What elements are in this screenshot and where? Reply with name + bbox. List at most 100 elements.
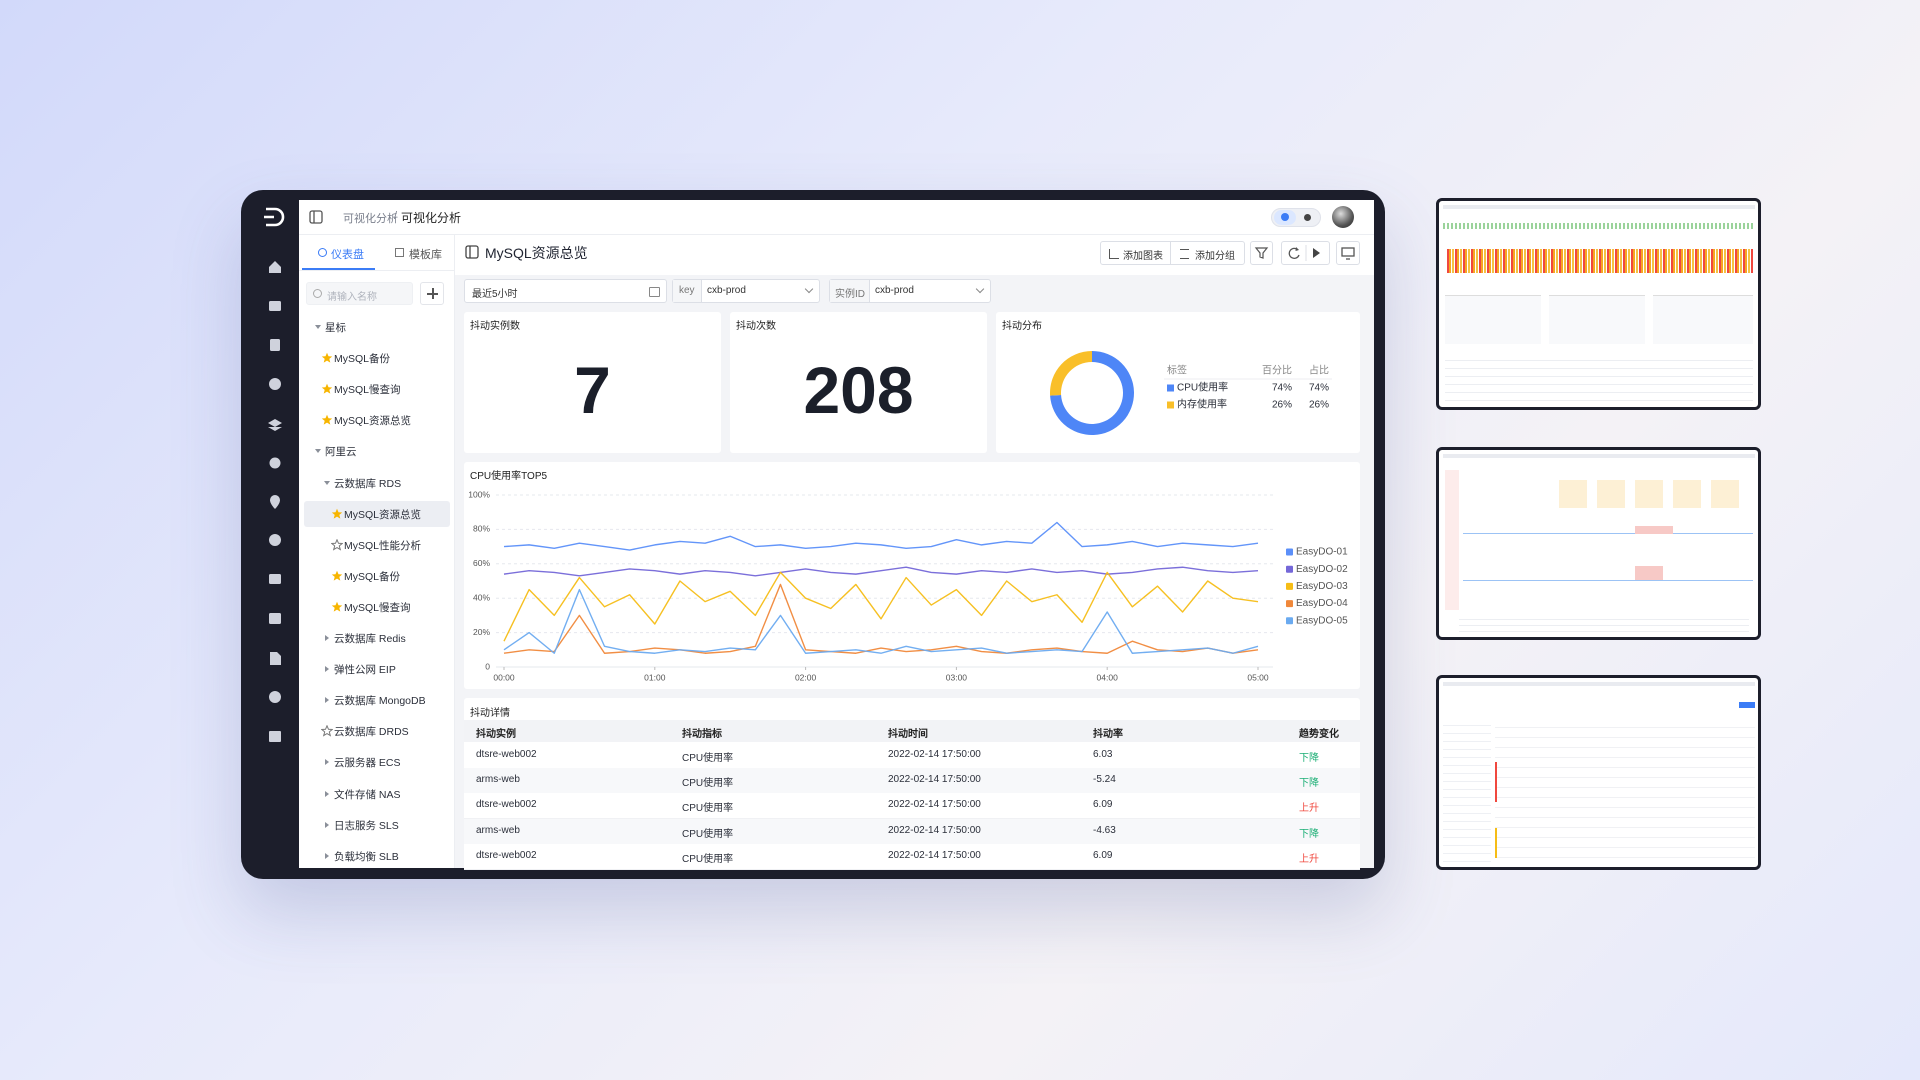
table-cell: -4.63 — [1093, 824, 1116, 836]
tree-item[interactable]: 负载均衡 SLB — [304, 843, 450, 869]
tree-item[interactable]: 云数据库 RDS — [304, 470, 450, 496]
nav-case[interactable] — [269, 574, 281, 584]
nav-db[interactable] — [269, 731, 281, 742]
nav-monitor[interactable] — [269, 457, 281, 469]
tree-item[interactable]: 云数据库 Redis — [304, 625, 450, 651]
theme-toggle[interactable] — [1271, 208, 1321, 227]
dashboard-title: MySQL资源总览 — [485, 245, 588, 261]
nav-chart[interactable] — [269, 301, 281, 311]
moon-icon[interactable] — [1304, 214, 1311, 221]
tree-item[interactable]: MySQL备份 — [304, 345, 450, 371]
thumb-panel — [1445, 295, 1541, 344]
tab-dashboard[interactable]: 仪表盘 — [331, 249, 364, 261]
nav-doc[interactable] — [270, 652, 281, 665]
stat-title: 抖动实例数 — [470, 321, 520, 332]
select-label-bg — [673, 280, 702, 302]
add-chart-button[interactable]: 添加图表 — [1100, 241, 1171, 265]
tree-item[interactable]: 文件存储 NAS — [304, 781, 450, 807]
tree-item[interactable]: 云服务器 ECS — [304, 749, 450, 775]
tree-item[interactable]: 云数据库 MongoDB — [304, 687, 450, 713]
caret — [325, 697, 329, 704]
avatar[interactable] — [1332, 206, 1354, 228]
table-cell: 下降 — [1299, 753, 1319, 764]
filter-button[interactable] — [1250, 241, 1273, 265]
search-placeholder: 请输入名称 — [327, 292, 377, 303]
nav-pulse[interactable] — [269, 613, 281, 624]
tree-item[interactable]: MySQL资源总览 — [304, 500, 450, 527]
preview-thumbnail[interactable] — [1436, 447, 1761, 640]
table-cell: -5.24 — [1093, 774, 1116, 786]
preview-thumbnail[interactable] — [1436, 198, 1761, 410]
table-row[interactable] — [464, 793, 1360, 820]
title-icon[interactable] — [465, 245, 479, 259]
nav-search[interactable] — [269, 534, 281, 546]
tab-icon — [318, 248, 327, 257]
key-select[interactable]: key cxb-prod — [672, 279, 820, 303]
breadcrumb-parent[interactable]: 可视化分析 — [343, 213, 398, 225]
theme-light[interactable] — [1274, 210, 1296, 225]
thumb-line — [1463, 580, 1753, 581]
table-header-bg — [464, 720, 1360, 742]
tree-label: 云数据库 MongoDB — [334, 695, 426, 708]
add-group-button[interactable]: 添加分组 — [1170, 241, 1245, 265]
caret — [325, 635, 329, 641]
star — [321, 415, 333, 425]
search-icon — [313, 289, 322, 298]
time-range-picker[interactable]: 最近5小时 — [464, 279, 667, 303]
tree-label: 云数据库 DRDS — [334, 726, 409, 739]
select-label-bg — [830, 280, 870, 302]
tree-icon — [321, 415, 333, 425]
refresh-play-icons[interactable] — [1282, 242, 1329, 264]
tree-item[interactable]: MySQL备份 — [304, 563, 450, 589]
thumb-strip — [1443, 223, 1755, 229]
nav-icons — [268, 261, 282, 742]
search-box[interactable]: 请输入名称 — [306, 282, 413, 305]
column-header: 抖动指标 — [682, 729, 722, 740]
tree-item[interactable]: MySQL慢查询 — [304, 594, 450, 620]
tree-icon — [321, 725, 333, 737]
stat-value: 208 — [803, 353, 914, 427]
screen-button[interactable] — [1336, 241, 1360, 265]
preview-thumbnail[interactable] — [1436, 675, 1761, 870]
caret — [325, 821, 329, 828]
collapse-icon[interactable] — [309, 210, 323, 224]
tree-icon — [331, 570, 343, 581]
button-label: 添加分组 — [1195, 251, 1235, 262]
table-cell: 上升 — [1299, 853, 1319, 865]
thumb-bar — [1443, 682, 1755, 686]
tree-label: MySQL慢查询 — [344, 601, 411, 614]
tree-item[interactable]: 云数据库 DRDS — [304, 718, 450, 744]
tree-item[interactable]: MySQL慢查询 — [304, 376, 450, 402]
table-cell: arms-web — [476, 774, 520, 786]
button-label: 添加图表 — [1123, 251, 1163, 262]
tree-item[interactable]: 星标 — [304, 314, 450, 340]
plus-v — [432, 288, 434, 299]
tree-item[interactable]: 日志服务 SLS — [304, 812, 450, 838]
table-cell: 上升 — [1299, 803, 1319, 815]
tree-item[interactable]: 阿里云 — [304, 438, 450, 464]
nav-alert[interactable] — [269, 378, 281, 390]
select-label: 实例ID — [835, 289, 865, 300]
chevron — [804, 284, 814, 294]
caret — [315, 449, 321, 454]
tree-item[interactable]: MySQL性能分析 — [304, 532, 450, 558]
refresh-play-group — [1281, 241, 1330, 265]
table-row[interactable] — [464, 743, 1360, 769]
tab-templates[interactable]: 模板库 — [409, 249, 442, 261]
table-cell: 2022-02-14 17:50:00 — [888, 799, 981, 811]
nav-location[interactable] — [270, 495, 280, 509]
table-row[interactable] — [464, 843, 1360, 870]
table-cell: 2022-02-14 17:50:00 — [888, 749, 981, 760]
tree-item[interactable]: MySQL资源总览 — [304, 407, 450, 433]
add-button[interactable] — [420, 282, 444, 305]
instance-select[interactable]: 实例ID cxb-prod — [829, 279, 991, 303]
nav-layers[interactable] — [268, 419, 282, 431]
table-cell: CPU使用率 — [682, 853, 734, 865]
nav-settings[interactable] — [269, 691, 281, 703]
stat-title: 抖动次数 — [736, 321, 776, 332]
tab-icon — [395, 248, 404, 257]
tree-item[interactable]: 弹性公网 EIP — [304, 656, 450, 682]
nav-home[interactable] — [269, 261, 281, 273]
top-bar — [299, 200, 1374, 235]
nav-list[interactable] — [270, 339, 280, 351]
